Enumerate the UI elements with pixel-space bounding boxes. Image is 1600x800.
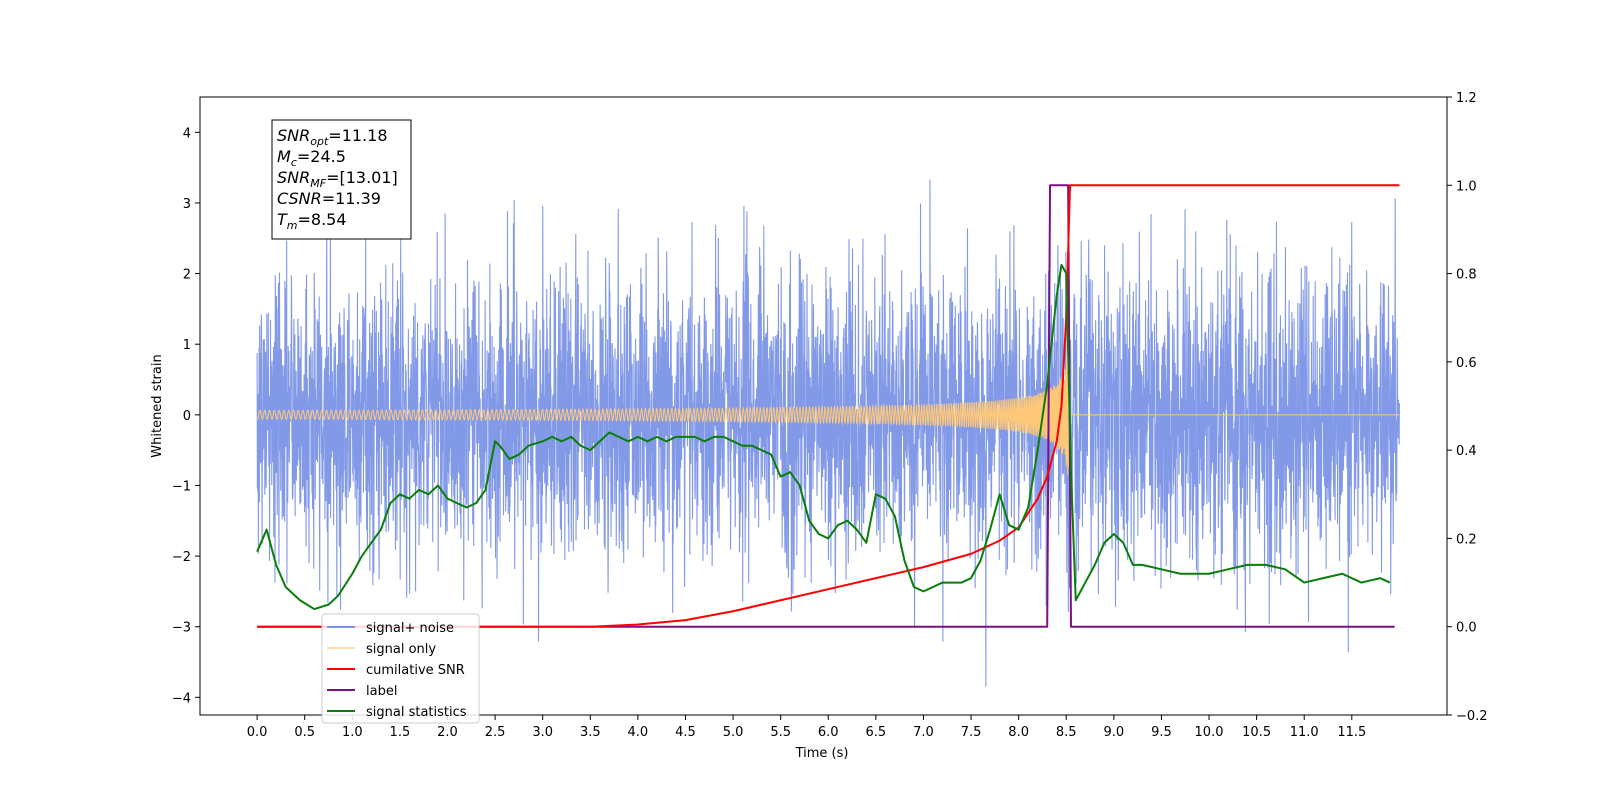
y-tick-label: 2 — [183, 268, 191, 283]
y-tick-label: 4 — [183, 126, 191, 141]
plot-area — [256, 179, 1400, 687]
legend-signal-only-label: signal only — [366, 642, 436, 657]
annotation-symbol: M — [277, 147, 291, 166]
annotation-subscript: opt — [310, 135, 329, 148]
y-tick-label: −2 — [172, 550, 191, 565]
x-tick-label: 9.5 — [1151, 725, 1172, 740]
y2-tick-label: 1.2 — [1456, 91, 1477, 106]
annotation-symbol: CSNR — [277, 189, 322, 208]
x-tick-label: 7.0 — [913, 725, 934, 740]
x-tick-label: 1.0 — [342, 725, 363, 740]
annotation-line: Mc=24.5 — [277, 147, 346, 169]
x-tick-label: 6.5 — [866, 725, 887, 740]
series-signal-statistics-line — [256, 263, 1391, 611]
y2-tick-label: 0.4 — [1456, 444, 1477, 459]
annotation-box: SNRopt=11.18Mc=24.5SNRMF=[13.01]CSNR=11.… — [271, 119, 412, 240]
y-tick-label: −4 — [172, 691, 191, 706]
legend-frame — [321, 613, 480, 724]
annotation-lines: SNRopt=11.18Mc=24.5SNRMF=[13.01]CSNR=11.… — [277, 126, 398, 232]
annotation-symbol: SNR — [277, 126, 310, 145]
annotation-subscript: MF — [310, 177, 326, 190]
series-label-line — [257, 184, 1395, 628]
y-axis-label: Whitened strain — [150, 354, 165, 457]
legend-cumulative-snr-label: cumilative SNR — [366, 663, 465, 678]
y-tick-label: −3 — [172, 621, 191, 636]
x-tick-label: 4.0 — [628, 725, 649, 740]
x-tick-label: 11.5 — [1337, 725, 1366, 740]
annotation-subscript: c — [291, 156, 297, 169]
x-tick-label: 11.0 — [1290, 725, 1319, 740]
y2-tick-label: 1.0 — [1456, 179, 1477, 194]
annotation-line: SNRMF=[13.01] — [277, 168, 398, 190]
legend: signal+ noise signal only cumilative SNR la… — [321, 613, 480, 724]
x-tick-label: 2.5 — [485, 725, 506, 740]
annotation-box-frame — [271, 119, 412, 240]
series-signal-plus-noise-line — [256, 179, 1400, 687]
x-tick-label: 0.5 — [294, 725, 315, 740]
y2-tick-label: 0.2 — [1456, 532, 1477, 547]
x-tick-label: 8.5 — [1056, 725, 1077, 740]
axes-frame — [199, 96, 1448, 716]
x-tick-label: 10.0 — [1195, 725, 1224, 740]
y2-tick-label: −0.2 — [1456, 709, 1488, 724]
x-tick-label: 4.5 — [675, 725, 696, 740]
axes: 0.0 0.5 1.0 1.5 2.0 2.5 3.0 3.5 4.0 4.5 5.0 5.5 6.0 6… — [172, 91, 1488, 740]
x-tick-label: 6.0 — [818, 725, 839, 740]
x-tick-label: 3.5 — [580, 725, 601, 740]
x-axis-label: Time (s) — [795, 746, 849, 761]
annotation-value: =11.18 — [328, 126, 387, 145]
annotation-line: SNRopt=11.18 — [277, 126, 388, 148]
y-tick-label: 0 — [183, 409, 191, 424]
annotation-symbol: SNR — [277, 168, 310, 187]
y2-tick-label: 0.6 — [1456, 356, 1477, 371]
x-tick-label: 8.0 — [1008, 725, 1029, 740]
x-tick-label: 3.0 — [532, 725, 553, 740]
legend-signal-plus-noise-label: signal+ noise — [366, 621, 454, 636]
annotation-line: CSNR=11.39 — [277, 189, 381, 208]
legend-signal-statistics-label: signal statistics — [366, 705, 467, 720]
x-tick-label: 1.5 — [390, 725, 411, 740]
annotation-subscript: m — [287, 219, 298, 232]
series-signal-only-line — [256, 340, 1400, 486]
series-cumulative-snr-line — [257, 184, 1400, 628]
x-tick-label: 0.0 — [247, 725, 268, 740]
x-tick-label: 2.0 — [437, 725, 458, 740]
annotation-line: Tm=8.54 — [277, 210, 347, 232]
x-tick-label: 5.0 — [723, 725, 744, 740]
annotation-value: =24.5 — [297, 147, 346, 166]
annotation-value: =11.39 — [322, 189, 381, 208]
y-tick-label: −1 — [172, 479, 191, 494]
annotation-value: =[13.01] — [326, 168, 398, 187]
legend-entries: signal+ noise signal only cumilative SNR la… — [327, 621, 467, 720]
x-tick-label: 5.5 — [770, 725, 791, 740]
y-tick-label: 3 — [183, 197, 191, 212]
y2-tick-label: 0.8 — [1456, 268, 1477, 283]
x-tick-label: 10.5 — [1242, 725, 1271, 740]
legend-label-label: label — [366, 684, 397, 699]
x-tick-label: 7.5 — [961, 725, 982, 740]
annotation-symbol: T — [277, 210, 288, 229]
y-tick-label: 1 — [183, 338, 191, 353]
annotation-value: =8.54 — [298, 210, 347, 229]
y2-tick-label: 0.0 — [1456, 621, 1477, 636]
x-tick-label: 9.0 — [1103, 725, 1124, 740]
